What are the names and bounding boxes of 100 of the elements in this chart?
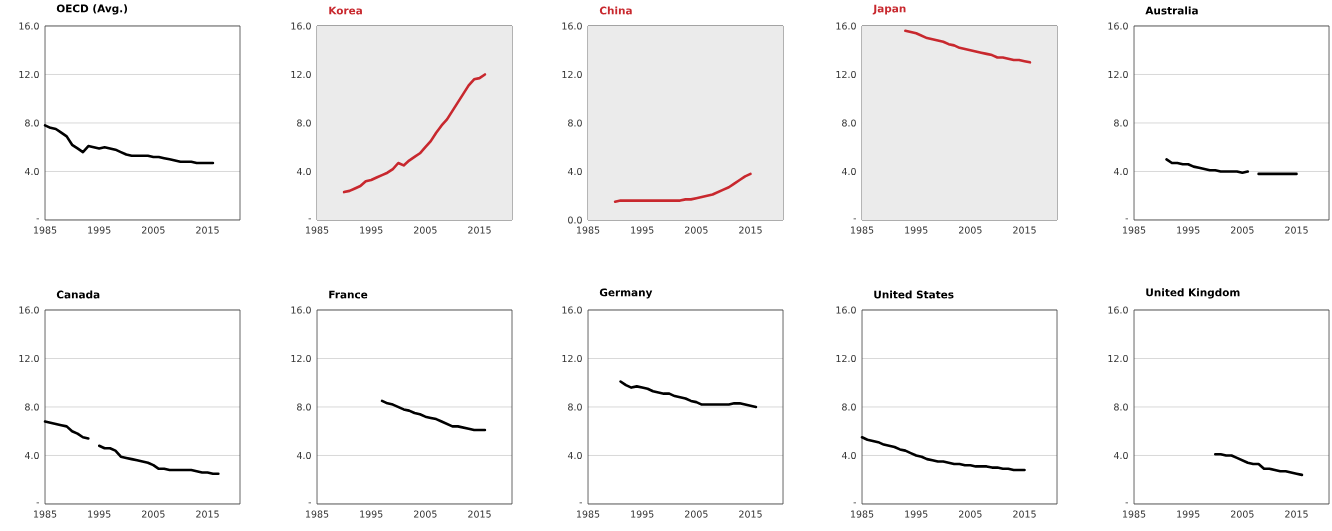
chart-title: Canada <box>56 290 100 299</box>
x-tick-label: 1985 <box>577 510 600 518</box>
y-tick-label: 4.0 <box>567 451 582 460</box>
y-tick-label: 4.0 <box>567 167 582 176</box>
x-tick-label: 2015 <box>1285 226 1308 234</box>
y-tick-label: 12.0 <box>1108 70 1128 79</box>
y-tick-label: 12.0 <box>836 70 856 79</box>
chart-title: China <box>599 6 632 15</box>
x-tick-label: 1985 <box>34 226 57 234</box>
y-tick-label: 16.0 <box>836 306 856 314</box>
y-tick-label: - <box>579 502 583 504</box>
y-tick-label: 12.0 <box>19 354 39 363</box>
x-tick-label: 1995 <box>631 226 654 234</box>
x-tick-label: 1995 <box>88 510 111 518</box>
y-tick-label: 12.0 <box>836 354 856 363</box>
y-tick-label: 4.0 <box>296 451 311 460</box>
y-tick-label: 4.0 <box>24 167 39 176</box>
y-tick-label: 4.0 <box>841 167 856 176</box>
line-series <box>342 73 487 194</box>
y-tick-label: 16.0 <box>836 22 856 30</box>
y-tick-label: 16.0 <box>1108 306 1128 314</box>
y-tick-label: - <box>853 502 857 504</box>
y-tick-label: - <box>1125 502 1129 504</box>
x-tick-label: 2015 <box>1013 226 1036 234</box>
x-tick-label: 2005 <box>141 510 165 518</box>
x-tick-label: 2005 <box>959 226 982 234</box>
y-tick-label: 16.0 <box>291 306 311 314</box>
y-tick-label: 8.0 <box>25 119 39 127</box>
x-tick-label: 1985 <box>306 226 329 234</box>
y-tick-label: 12.0 <box>291 354 311 363</box>
y-tick-label: 4.0 <box>1113 451 1128 460</box>
x-tick-label: 2005 <box>1231 510 1254 518</box>
y-tick-label: 8.0 <box>25 403 39 411</box>
chart-title: United States <box>874 290 954 299</box>
x-tick-label: 2005 <box>685 510 708 518</box>
y-tick-label: 8.0 <box>568 119 582 127</box>
x-tick-label: 1995 <box>360 226 383 234</box>
y-tick-label: 16.0 <box>291 22 311 30</box>
y-tick-label: 16.0 <box>19 306 39 314</box>
chart-title: France <box>329 290 368 299</box>
x-tick-label: 2015 <box>196 226 219 234</box>
y-tick-label: 8.0 <box>842 119 856 127</box>
y-tick-label: 8.0 <box>297 119 311 127</box>
y-tick-label: 8.0 <box>568 403 582 411</box>
x-tick-label: 2015 <box>1013 510 1036 518</box>
y-tick-label: - <box>36 218 40 220</box>
x-tick-label: 1995 <box>905 226 928 234</box>
x-tick-label: 1985 <box>1123 226 1146 234</box>
y-tick-label: 4.0 <box>24 451 39 460</box>
y-tick-label: - <box>308 502 312 504</box>
y-tick-label: 0.0 <box>568 216 582 224</box>
y-tick-label: 12.0 <box>1108 354 1128 363</box>
y-tick-label: 4.0 <box>841 451 856 460</box>
y-tick-label: 12.0 <box>291 70 311 79</box>
y-tick-label: 12.0 <box>562 354 582 363</box>
x-tick-label: 1985 <box>851 510 874 518</box>
x-tick-label: 1985 <box>34 510 57 518</box>
x-tick-label: 1995 <box>88 226 111 234</box>
y-tick-label: 16.0 <box>19 22 39 30</box>
chart-title: Korea <box>329 6 362 15</box>
x-tick-label: 2005 <box>685 226 708 234</box>
chart-title: Australia <box>1145 6 1198 15</box>
chart-title: Germany <box>599 288 653 299</box>
x-tick-label: 2015 <box>739 510 762 518</box>
chart-title: Japan <box>872 4 906 15</box>
x-tick-label: 1985 <box>306 510 329 518</box>
x-tick-label: 2015 <box>739 226 762 234</box>
x-tick-label: 2015 <box>196 510 219 518</box>
x-tick-label: 2015 <box>468 226 491 234</box>
y-tick-label: 4.0 <box>296 167 311 176</box>
y-tick-label: 16.0 <box>562 22 582 30</box>
x-tick-label: 2005 <box>413 226 437 234</box>
y-tick-label: - <box>308 218 312 220</box>
y-tick-label: - <box>36 502 40 504</box>
x-tick-label: 2005 <box>141 226 165 234</box>
y-tick-label: 4.0 <box>1113 167 1128 176</box>
x-tick-label: 2005 <box>959 510 982 518</box>
x-tick-label: 2015 <box>1285 510 1308 518</box>
chart-title: OECD (Avg.) <box>56 4 128 15</box>
y-tick-label: 8.0 <box>1114 119 1128 127</box>
y-tick-label: - <box>1125 218 1129 220</box>
y-tick-label: 8.0 <box>842 403 856 411</box>
y-tick-label: 12.0 <box>19 70 39 79</box>
y-tick-label: 8.0 <box>1114 403 1128 411</box>
chart-title: United Kingdom <box>1146 288 1240 299</box>
x-tick-label: 2005 <box>1231 226 1254 234</box>
x-tick-label: 1985 <box>851 226 874 234</box>
y-tick-label: 12.0 <box>562 70 582 79</box>
x-tick-label: 1985 <box>577 226 600 234</box>
y-tick-label: 16.0 <box>562 306 582 314</box>
x-tick-label: 1995 <box>1177 226 1200 234</box>
x-tick-label: 1995 <box>1177 510 1200 518</box>
x-tick-label: 1985 <box>1123 510 1146 518</box>
x-tick-label: 1995 <box>631 510 654 518</box>
y-tick-label: 8.0 <box>297 403 311 411</box>
y-tick-label: - <box>853 218 857 220</box>
x-tick-label: 2005 <box>413 510 437 518</box>
x-tick-label: 1995 <box>905 510 928 518</box>
x-tick-label: 1995 <box>360 510 383 518</box>
y-tick-label: 16.0 <box>1108 22 1128 30</box>
